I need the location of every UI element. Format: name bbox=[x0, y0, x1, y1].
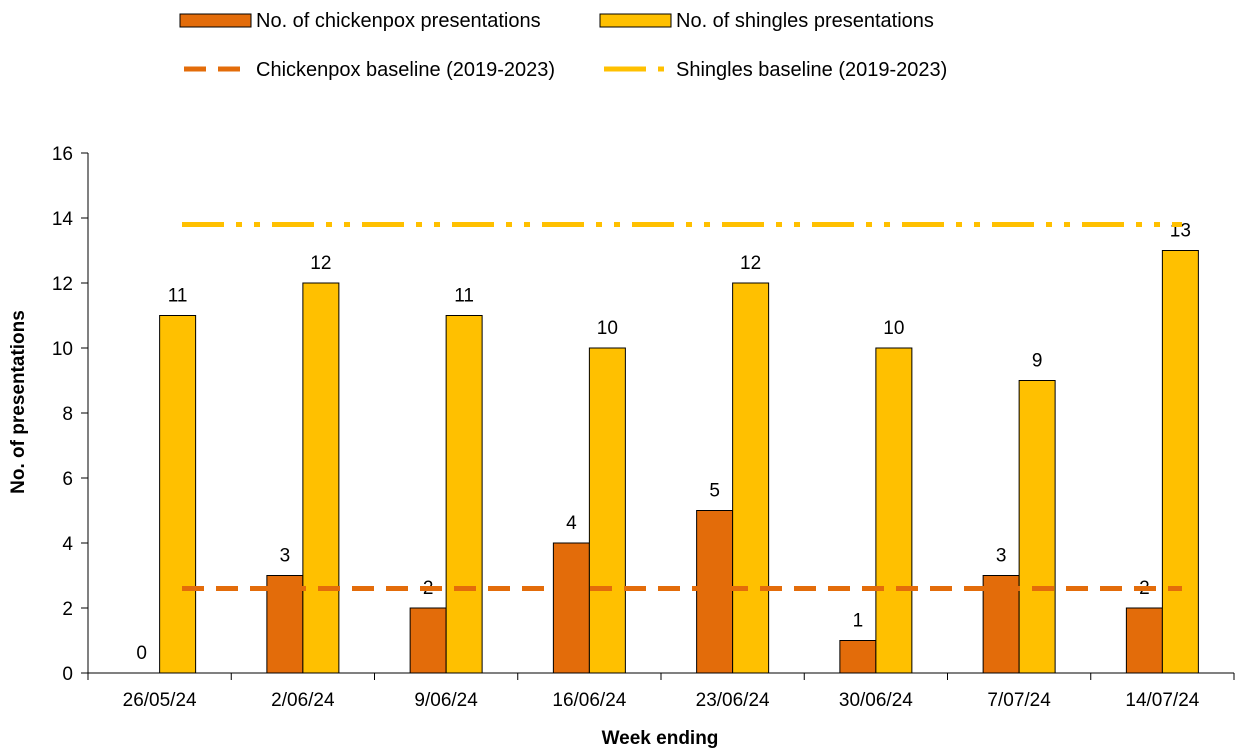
data-label: 0 bbox=[136, 643, 147, 664]
y-tick-label: 2 bbox=[62, 599, 73, 620]
bar bbox=[445, 315, 483, 674]
data-label: 10 bbox=[883, 318, 904, 339]
bar bbox=[875, 347, 913, 674]
legend-label: Shingles baseline (2019-2023) bbox=[676, 59, 947, 81]
plot-area: 02468101214160113122114105121103921326/0… bbox=[52, 144, 1235, 711]
legend-label: Chickenpox baseline (2019-2023) bbox=[256, 59, 555, 81]
legend: No. of chickenpox presentations No. of sh… bbox=[179, 10, 947, 81]
data-label: 3 bbox=[996, 546, 1007, 567]
y-tick-label: 8 bbox=[62, 404, 73, 425]
x-tick-label: 2/06/24 bbox=[271, 690, 335, 711]
data-label: 1 bbox=[853, 611, 864, 632]
bar bbox=[1018, 380, 1056, 674]
x-tick-label: 26/05/24 bbox=[123, 690, 197, 711]
y-tick-label: 16 bbox=[52, 144, 73, 165]
bar bbox=[409, 607, 447, 674]
bar bbox=[696, 510, 734, 674]
bar bbox=[588, 347, 626, 674]
legend-label: No. of shingles presentations bbox=[676, 10, 934, 32]
legend-swatch bbox=[179, 13, 252, 28]
bar bbox=[839, 640, 877, 674]
y-tick-label: 14 bbox=[52, 209, 74, 230]
y-axis-label: No. of presentations bbox=[8, 310, 29, 494]
y-tick-label: 10 bbox=[52, 339, 73, 360]
data-label: 12 bbox=[310, 253, 331, 274]
y-tick-label: 0 bbox=[62, 664, 73, 685]
data-label: 11 bbox=[168, 286, 188, 307]
legend-label: No. of chickenpox presentations bbox=[256, 10, 541, 32]
bar bbox=[732, 282, 770, 674]
x-tick-label: 23/06/24 bbox=[696, 690, 770, 711]
x-axis-label: Week ending bbox=[602, 728, 719, 749]
bar bbox=[159, 315, 197, 674]
data-label: 10 bbox=[597, 318, 618, 339]
data-label: 5 bbox=[709, 481, 720, 502]
x-tick-label: 30/06/24 bbox=[839, 690, 913, 711]
data-label: 11 bbox=[454, 286, 474, 307]
bar bbox=[1161, 250, 1199, 674]
y-tick-label: 12 bbox=[52, 274, 73, 295]
bar bbox=[266, 575, 304, 674]
data-label: 4 bbox=[566, 513, 577, 534]
y-tick-label: 4 bbox=[62, 534, 73, 555]
data-label: 9 bbox=[1032, 351, 1043, 372]
x-tick-label: 14/07/24 bbox=[1125, 690, 1199, 711]
x-tick-label: 16/06/24 bbox=[552, 690, 626, 711]
bar bbox=[1125, 607, 1163, 674]
data-label: 3 bbox=[280, 546, 291, 567]
y-tick-label: 6 bbox=[62, 469, 73, 490]
bar bbox=[552, 542, 590, 674]
legend-swatch bbox=[599, 13, 672, 28]
x-tick-label: 9/06/24 bbox=[414, 690, 478, 711]
x-tick-label: 7/07/24 bbox=[987, 690, 1051, 711]
data-label: 12 bbox=[740, 253, 761, 274]
bar bbox=[302, 282, 340, 674]
